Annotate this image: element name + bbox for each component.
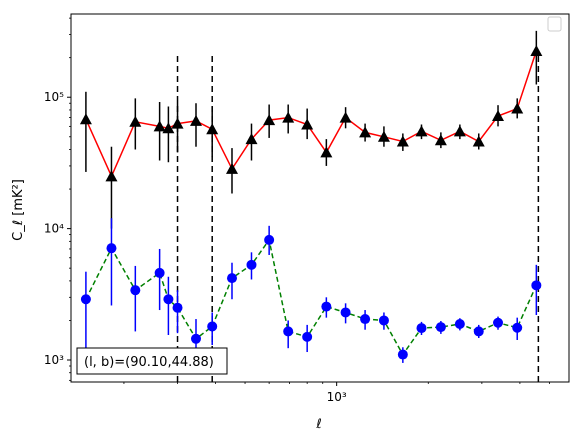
- circle-marker: [321, 301, 332, 312]
- circle-marker: [172, 302, 183, 313]
- triangle-marker: [79, 113, 92, 125]
- circle-marker: [378, 315, 389, 326]
- triangle-marker: [320, 146, 333, 158]
- triangle-marker: [129, 115, 142, 127]
- annotation-frame: [76, 347, 228, 375]
- vertical-dashed-lines: [176, 52, 540, 382]
- series-0: [79, 30, 543, 229]
- circle-marker: [246, 259, 257, 270]
- triangle-marker: [153, 120, 166, 132]
- triangle-marker: [492, 109, 505, 121]
- circle-marker: [264, 234, 275, 245]
- triangle-marker: [263, 114, 276, 126]
- x-tick-label: 10³: [327, 390, 347, 404]
- y-tick-label: 10³: [44, 353, 64, 367]
- triangle-marker: [472, 135, 485, 147]
- axis-ticks: 10³ 10⁴ 10⁵ 10³: [44, 17, 550, 404]
- chart-series: [79, 30, 543, 363]
- circle-marker: [226, 273, 237, 284]
- circle-marker: [283, 326, 294, 337]
- triangle-marker: [225, 162, 238, 174]
- triangle-marker: [396, 135, 409, 147]
- circle-marker: [80, 294, 91, 305]
- legend-box: [547, 16, 562, 32]
- triangle-marker: [377, 130, 390, 142]
- series-line: [85, 50, 538, 179]
- triangle-marker: [282, 111, 295, 123]
- y-tick-label: 10⁵: [44, 90, 64, 104]
- circle-marker: [340, 307, 351, 318]
- circle-marker: [397, 349, 408, 360]
- triangle-marker: [301, 118, 314, 130]
- circle-marker: [473, 326, 484, 337]
- annotation-box: (l, b)=(90.10,44.88): [76, 347, 228, 375]
- triangle-marker: [189, 114, 202, 126]
- series-1: [80, 218, 542, 363]
- circle-marker: [454, 318, 465, 329]
- circle-marker: [130, 285, 141, 296]
- circle-marker: [190, 333, 201, 344]
- triangle-marker: [206, 123, 219, 135]
- circle-marker: [163, 294, 174, 305]
- y-tick-label: 10⁴: [44, 222, 64, 236]
- circle-marker: [512, 322, 523, 333]
- triangle-marker: [105, 170, 118, 182]
- triangle-marker: [245, 133, 258, 145]
- triangle-marker: [359, 126, 372, 138]
- triangle-marker: [530, 44, 543, 56]
- circle-marker: [360, 314, 371, 325]
- circle-marker: [154, 267, 165, 278]
- circle-marker: [531, 280, 542, 291]
- x-axis-label: ℓ: [315, 417, 321, 432]
- circle-marker: [435, 322, 446, 333]
- triangle-marker: [415, 125, 428, 137]
- triangle-marker: [434, 134, 447, 146]
- triangle-marker: [162, 122, 175, 134]
- circle-marker: [416, 323, 427, 334]
- circle-marker: [106, 243, 117, 254]
- triangle-marker: [171, 117, 184, 129]
- circle-marker: [493, 317, 504, 328]
- circle-marker: [207, 321, 218, 332]
- circle-marker: [302, 331, 313, 342]
- triangle-marker: [339, 111, 352, 123]
- annotation-text: (l, b)=(90.10,44.88): [84, 355, 214, 370]
- axes-frame: [70, 13, 570, 383]
- y-axis-label: C_ℓ [mK²]: [11, 179, 26, 241]
- triangle-marker: [453, 125, 466, 137]
- triangle-marker: [511, 102, 524, 114]
